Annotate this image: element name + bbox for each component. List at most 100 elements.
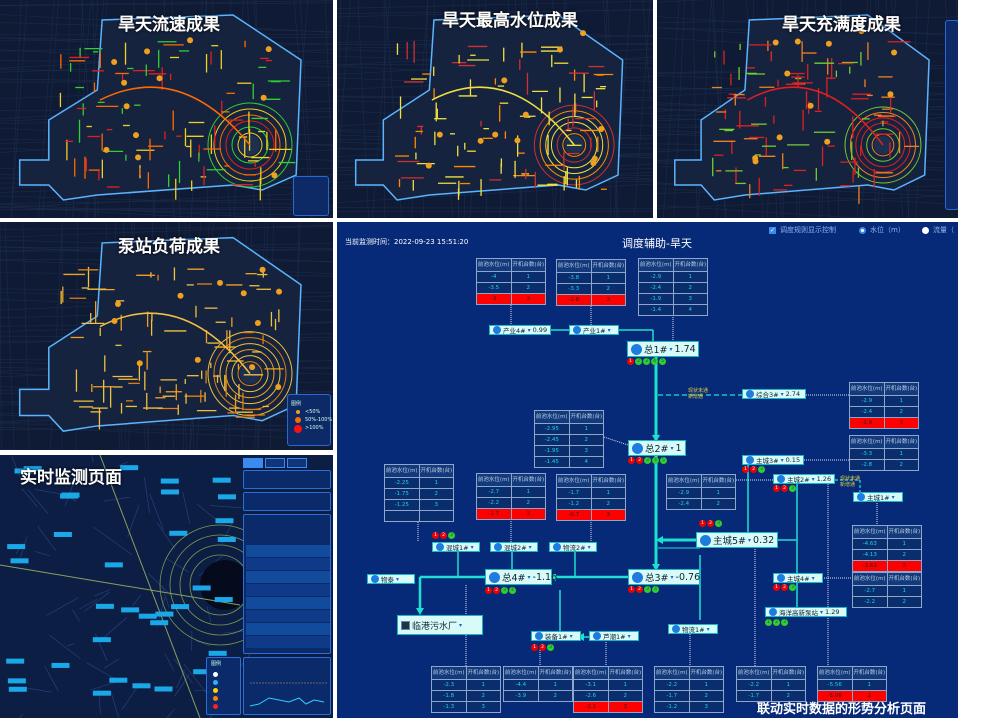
monitor-point-tag[interactable] [23,466,42,472]
device-filter-panel[interactable] [243,470,331,489]
pump-station-node[interactable]: 产业1# ▾ [569,325,619,335]
rule-display-checkbox[interactable]: ✓ 调度规则显示控制 [769,226,836,234]
pump-station-node[interactable]: 主城5# ▾ 0.32 [696,532,778,548]
pump-station-node[interactable]: 海洋高新泵站 ▾ 1.29 [765,607,847,617]
dropdown-icon[interactable]: ▾ [811,475,815,483]
monitor-point-tag[interactable] [192,585,211,591]
monitor-point-tag[interactable] [8,686,27,692]
pump-station-node[interactable]: 装备1# ▾ [531,631,581,641]
monitor-point-tag[interactable] [138,613,157,619]
dropdown-icon[interactable]: ▾ [396,575,400,583]
monitor-point-tag[interactable] [169,530,188,536]
dropdown-icon[interactable]: ▾ [670,573,674,581]
dropdown-icon[interactable]: ▾ [670,444,674,452]
monitor-point-tag[interactable] [7,678,26,684]
dropdown-icon[interactable]: ▾ [607,326,611,334]
monitor-point-tag[interactable] [51,662,70,668]
pump-station-node[interactable]: 混城1# ▾ [432,542,480,552]
pipe-network-map[interactable] [657,0,958,218]
monitor-list-panel[interactable] [243,514,331,654]
pump-station-node[interactable]: 产业4# ▾ 0.99 [489,325,551,335]
monitor-point-tag[interactable] [120,465,139,471]
monitor-point-tag[interactable] [161,489,180,495]
monitor-list-row[interactable] [246,571,330,583]
dropdown-icon[interactable]: ▾ [470,543,474,551]
monitor-point-tag[interactable] [95,603,114,609]
monitoring-map[interactable] [0,455,333,718]
monitor-list-row[interactable] [246,623,330,635]
monitor-indicator-panel[interactable] [243,492,331,511]
dropdown-icon[interactable]: ▾ [669,345,673,353]
pump-station-node[interactable]: 总1# ▾ 1.74 [627,341,699,357]
monitor-list-row[interactable] [246,545,330,557]
tab-button[interactable] [243,458,263,468]
monitor-list-row[interactable] [246,584,330,596]
monitor-point-tag[interactable] [212,477,231,483]
dropdown-icon[interactable]: ▾ [706,625,710,633]
pump-station-node[interactable]: 总4# ▾ -1.16 [485,569,557,585]
monitor-point-tag[interactable] [193,669,212,675]
pipe-network-map[interactable] [0,222,333,450]
pump-load-map-panel[interactable]: 泵站负荷成果 图例 <50% 50%-100% >100% [0,222,333,450]
dropdown-icon[interactable]: ▾ [820,608,824,616]
monitor-list-row[interactable] [246,610,330,622]
pump-station-node[interactable]: 芦潮1# ▾ [589,631,639,641]
monitor-point-tag[interactable] [150,620,169,626]
monitor-point-tag[interactable] [214,597,233,603]
monitor-point-tag[interactable] [53,531,72,537]
pipe-network-map[interactable] [0,0,333,218]
monitor-list-row[interactable] [246,558,330,570]
monitor-point-tag[interactable] [215,518,234,524]
monitor-point-tag[interactable] [6,658,25,664]
dropdown-icon[interactable]: ▾ [527,573,531,581]
tab-button[interactable] [265,458,285,468]
monitor-point-tag[interactable] [14,468,33,474]
monitor-list-row[interactable] [246,636,330,648]
pump-station-node[interactable]: 主城2# ▾ 1.26 [773,474,835,484]
dropdown-icon[interactable]: ▾ [891,493,895,501]
monitor-point-tag[interactable] [7,544,26,550]
monitor-point-tag[interactable] [171,604,190,610]
realtime-monitoring-panel[interactable]: 实时监测页面 图例 [0,455,333,718]
flow-radio[interactable]: 流量（ [922,225,954,235]
dropdown-icon[interactable]: ▾ [527,326,531,334]
monitor-point-tag[interactable] [121,607,140,613]
dropdown-icon[interactable]: ▾ [528,543,532,551]
dropdown-icon[interactable]: ▾ [627,632,631,640]
pump-station-node[interactable]: 总3# ▾ -0.76 [628,569,700,585]
water-level-radio[interactable]: 水位（m） [859,225,905,235]
wastewater-plant-node[interactable]: 临港污水厂 ▾ [397,615,483,635]
pipe-network-map[interactable] [337,0,653,218]
monitor-point-tag[interactable] [61,492,80,498]
monitor-point-tag[interactable] [208,650,227,656]
monitor-point-tag[interactable] [10,558,29,564]
monitor-point-tag[interactable] [109,677,128,683]
monitor-point-tag[interactable] [92,690,111,696]
pump-station-node[interactable]: 综合3# ▾ 2.74 [742,389,806,399]
pump-station-node[interactable]: 主城4# ▾ [773,573,823,583]
monitor-point-tag[interactable] [92,637,111,643]
monitor-point-tag[interactable] [217,494,236,500]
tab-button[interactable] [287,458,307,468]
pump-station-node[interactable]: 混城2# ▾ [490,542,538,552]
pump-station-node[interactable]: 物流2# ▾ [549,542,597,552]
monitor-point-tag[interactable] [217,536,236,542]
dropdown-icon[interactable]: ▾ [780,390,784,398]
monitor-point-tag[interactable] [155,611,174,617]
pump-station-node[interactable]: 主城1# ▾ [853,492,903,502]
monitor-point-tag[interactable] [160,478,179,484]
pump-station-node[interactable]: 总2# ▾ 1 [628,440,686,456]
dropdown-icon[interactable]: ▾ [569,632,573,640]
monitor-point-tag[interactable] [104,562,123,568]
pump-station-node[interactable]: 主城3# ▾ 0.15 [742,455,804,465]
dropdown-icon[interactable]: ▾ [587,543,591,551]
monitor-list-row[interactable] [246,597,330,609]
max-water-level-map-panel[interactable]: 旱天最高水位成果 [337,0,653,218]
monitor-point-tag[interactable] [132,683,151,689]
pipe-fullness-map-panel[interactable]: 旱天充满度成果 [657,0,958,218]
dropdown-icon[interactable]: ▾ [748,536,752,544]
dropdown-icon[interactable]: ▾ [811,574,815,582]
flow-velocity-map-panel[interactable]: 旱天流速成果 [0,0,333,218]
dropdown-icon[interactable]: ▾ [780,456,784,464]
pump-station-node[interactable]: 物泰 ▾ [367,574,415,584]
